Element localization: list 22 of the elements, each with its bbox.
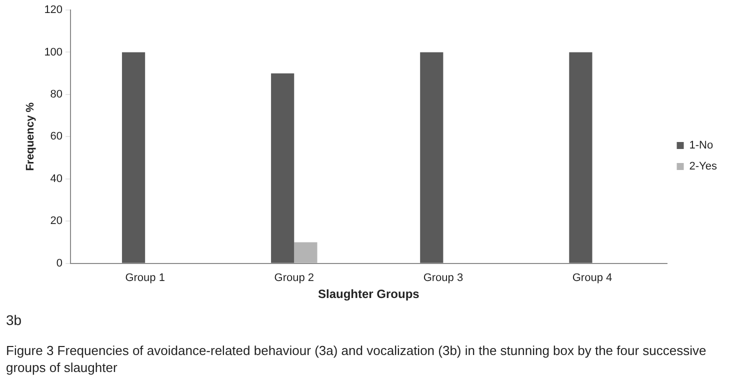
bar (294, 242, 318, 263)
y-tick-label: 80 (50, 88, 63, 100)
legend-label: 2-Yes (689, 160, 718, 173)
x-axis-title: Slaughter Groups (318, 287, 420, 302)
bar (271, 73, 294, 263)
x-tick-label: Group 1 (125, 272, 165, 284)
x-tick-label: Group 4 (572, 272, 612, 284)
y-tick-label: 0 (56, 257, 63, 270)
y-tick-label: 40 (50, 172, 63, 185)
y-axis-title: Frequency % (24, 102, 37, 171)
text: 3b (6, 312, 23, 328)
legend-label: 1-No (689, 140, 714, 152)
y-tick-label: 60 (50, 130, 63, 143)
x-tick-label: Group 2 (274, 272, 314, 284)
y-tick-label: 100 (44, 46, 63, 58)
y-tick-label: 20 (50, 215, 63, 228)
caption: Figure 3 Frequencies of avoidance-related behaviour (3a) and vocalization (3b) in the stunning box by the four successive groups of slaughter (6, 342, 708, 376)
y-tick-label: 120 (44, 4, 63, 16)
x-tick-label: Group 3 (423, 272, 464, 284)
bar (122, 52, 146, 263)
bar (569, 52, 592, 263)
bar (420, 52, 444, 263)
